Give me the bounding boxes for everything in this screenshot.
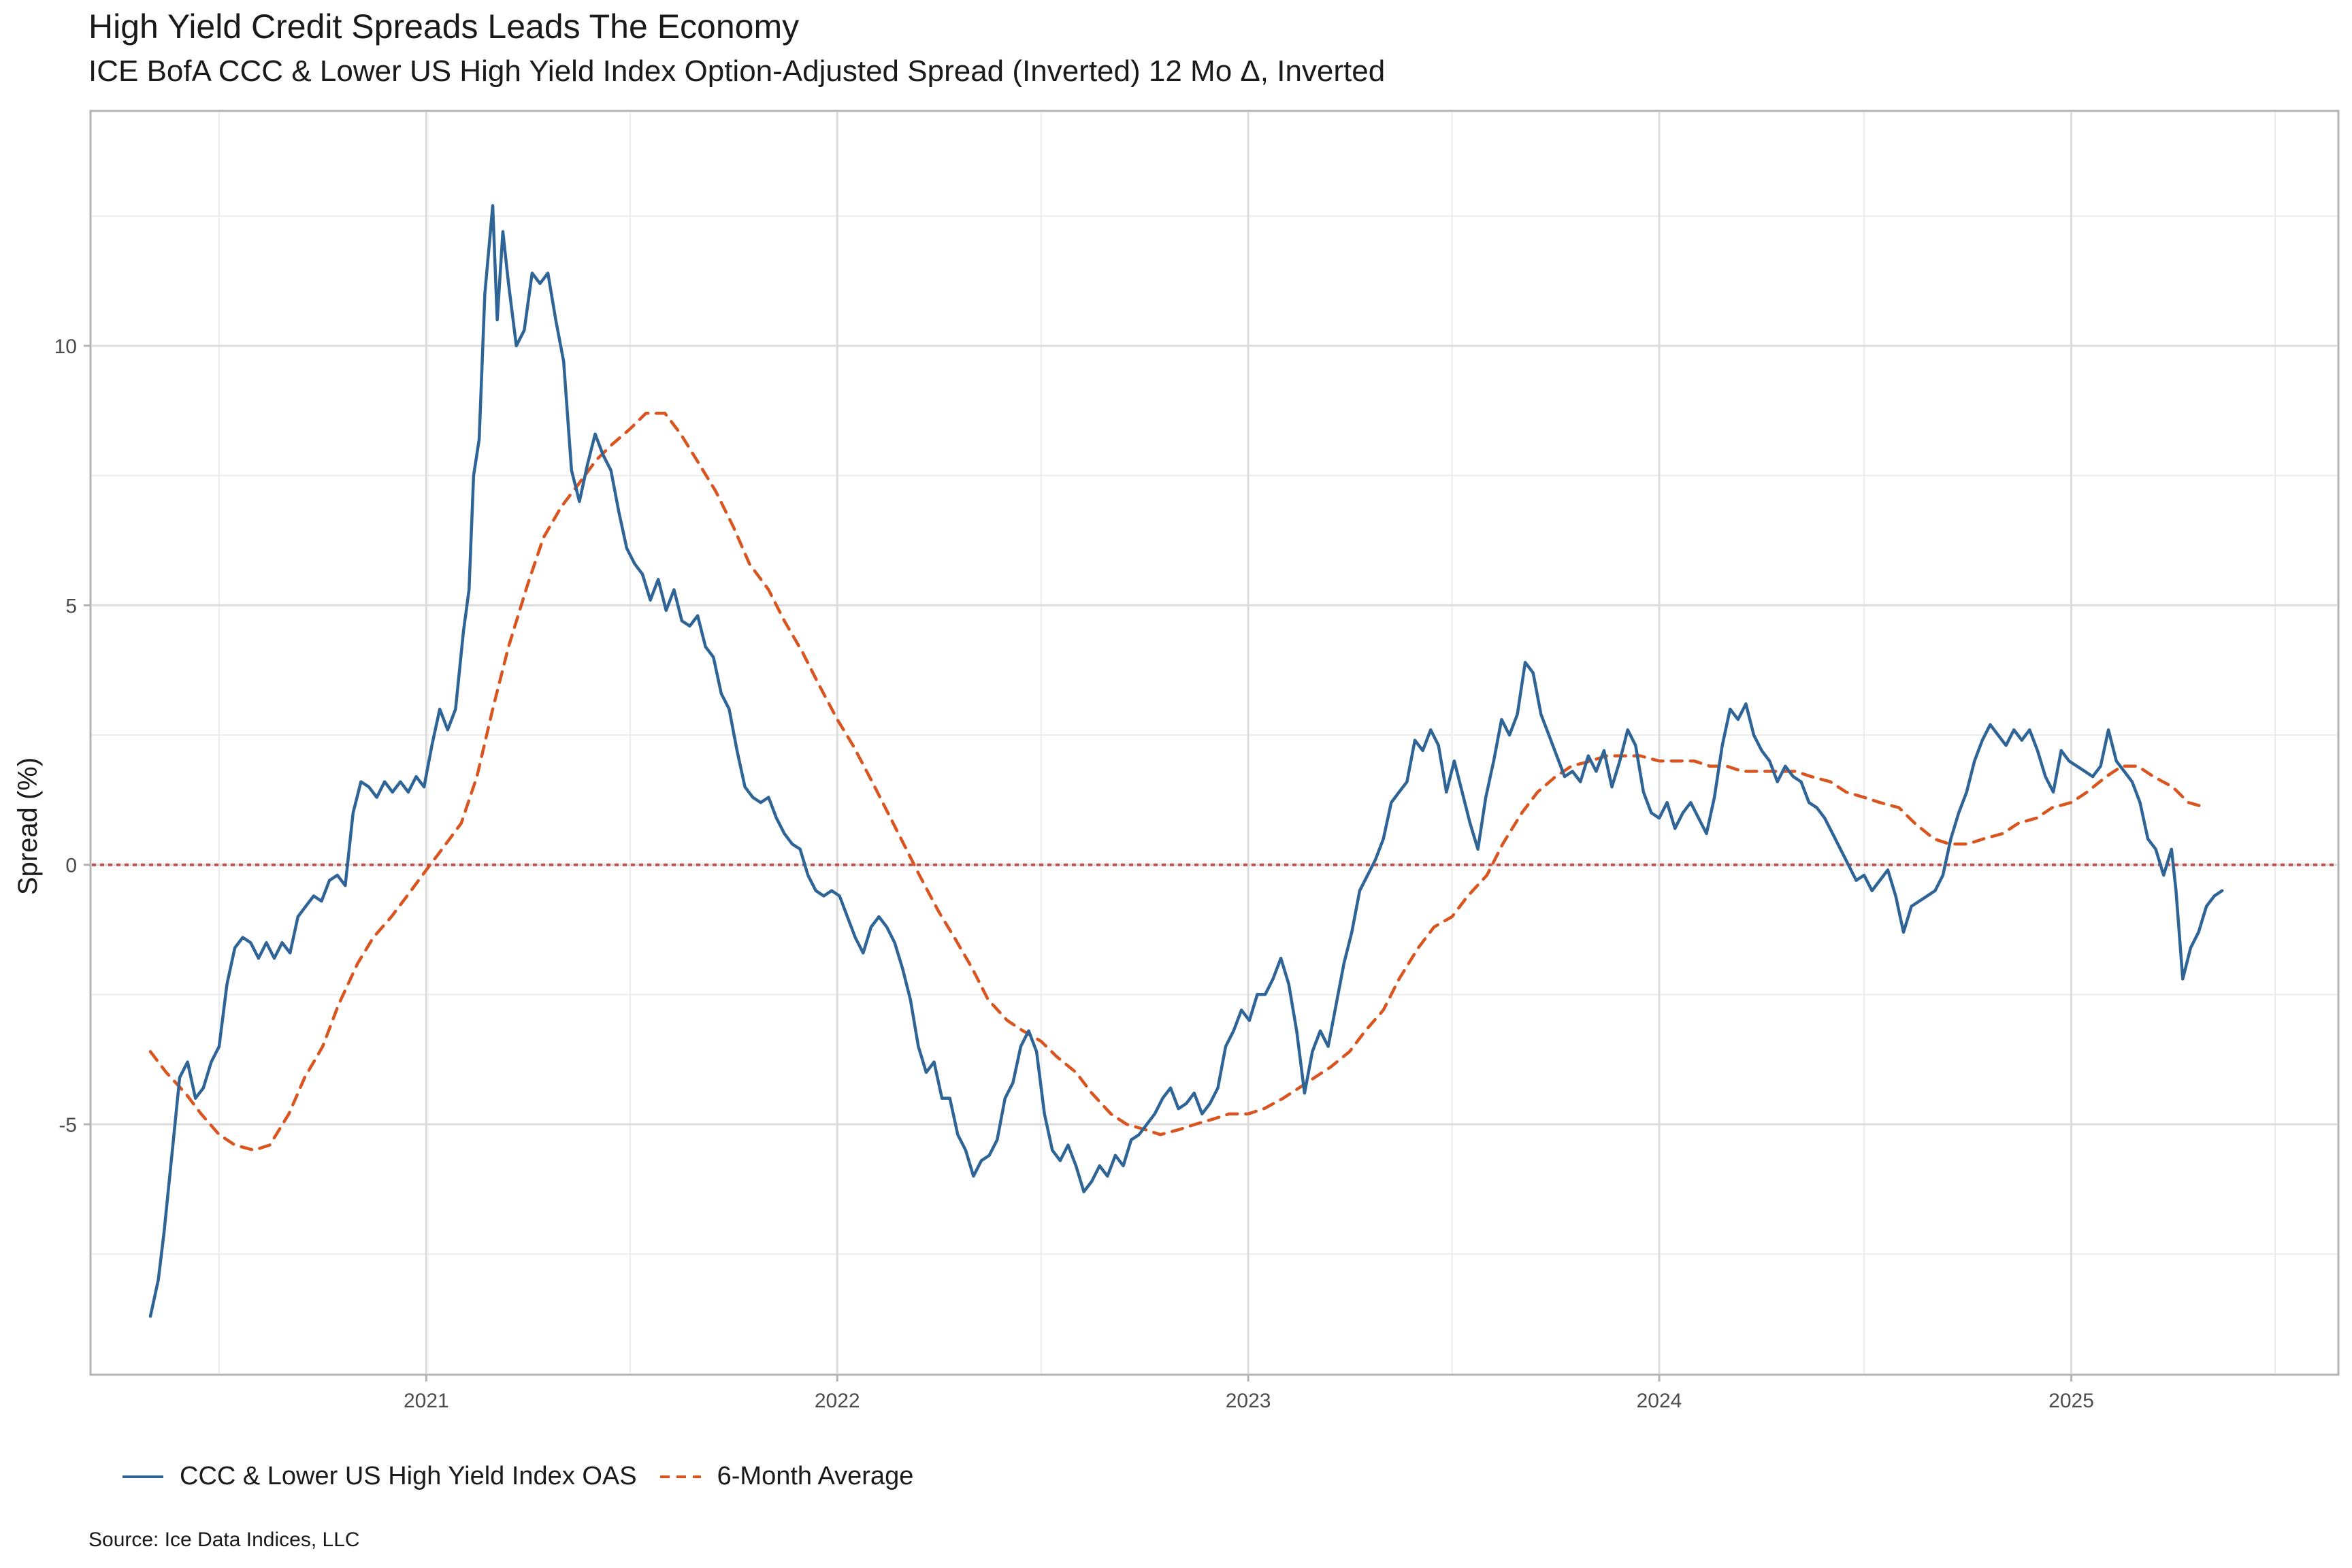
legend-label-6-month-average: 6-Month Average: [717, 1462, 914, 1490]
chart-subtitle: ICE BofA CCC & Lower US High Yield Index…: [88, 54, 1386, 88]
y-tick-label: 0: [65, 855, 77, 877]
y-tick-label: -5: [59, 1114, 77, 1137]
y-axis-ticks: -5 0 5 10: [54, 336, 91, 1137]
minor-gridlines: [92, 112, 2337, 1373]
legend-key-solid-line: [122, 1475, 163, 1478]
plot-panel: [89, 110, 2340, 1376]
y-tick-label: 5: [65, 595, 77, 617]
x-axis-ticks: 2021 2022 2023 2024 2025: [404, 1375, 2094, 1412]
y-axis-label: Spread (%): [13, 757, 43, 895]
legend: CCC & Lower US High Yield Index OAS 6-Mo…: [122, 1462, 936, 1491]
legend-item-ccc-oas: CCC & Lower US High Yield Index OAS: [122, 1462, 637, 1491]
chart-title: High Yield Credit Spreads Leads The Econ…: [88, 7, 800, 46]
x-tick-label: 2023: [1226, 1390, 1271, 1412]
x-tick-label: 2022: [815, 1390, 860, 1412]
series-line-ccc-oas: [148, 204, 2224, 1318]
series-line-6-month-average: [148, 412, 2208, 1152]
source-caption: Source: Ice Data Indices, LLC: [88, 1529, 360, 1551]
legend-item-6-month-average: 6-Month Average: [659, 1462, 914, 1491]
series-layer: [148, 204, 2224, 1318]
y-tick-label: 10: [54, 336, 77, 358]
x-tick-label: 2024: [1637, 1390, 1682, 1412]
legend-label-ccc-oas: CCC & Lower US High Yield Index OAS: [180, 1462, 637, 1490]
legend-key-dashed-line: [659, 1475, 701, 1478]
x-tick-label: 2021: [404, 1390, 449, 1412]
x-tick-label: 2025: [2048, 1390, 2094, 1412]
